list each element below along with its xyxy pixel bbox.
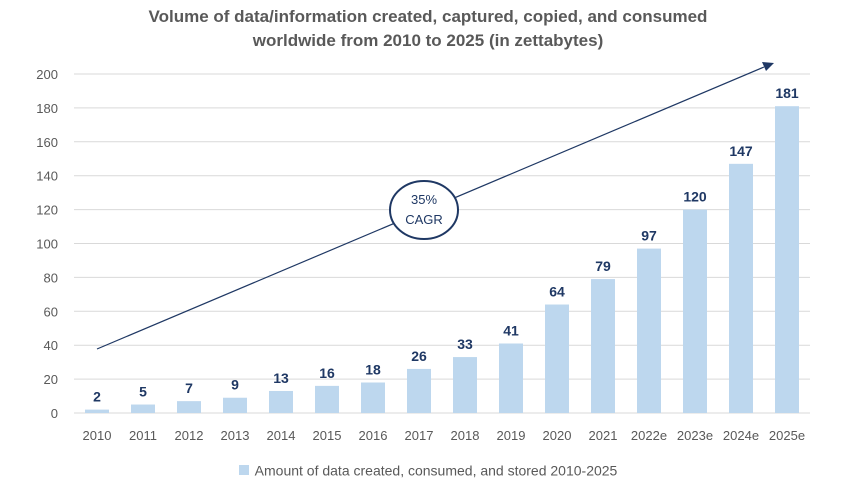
cagr-label-line2: CAGR	[405, 212, 443, 227]
x-tick-label: 2015	[313, 428, 342, 443]
y-tick-label: 20	[44, 372, 58, 387]
y-tick-label: 40	[44, 338, 58, 353]
chart-title-line2: worldwide from 2010 to 2025 (in zettabyt…	[252, 31, 604, 50]
bar	[177, 401, 201, 413]
data-label: 33	[457, 336, 473, 352]
bar	[637, 248, 661, 413]
x-tick-label: 2013	[221, 428, 250, 443]
x-tick-label: 2021	[589, 428, 618, 443]
bar	[269, 390, 293, 413]
data-label: 5	[139, 384, 147, 400]
x-tick-label: 2017	[405, 428, 434, 443]
y-tick-label: 60	[44, 304, 58, 319]
x-tick-label: 2024e	[723, 428, 759, 443]
data-label: 147	[729, 143, 753, 159]
data-label: 2	[93, 389, 101, 405]
bar	[683, 209, 707, 413]
x-tick-label: 2012	[175, 428, 204, 443]
data-label: 18	[365, 361, 381, 377]
data-label: 16	[319, 365, 335, 381]
data-label: 64	[549, 284, 565, 300]
data-label: 13	[273, 370, 289, 386]
x-tick-label: 2016	[359, 428, 388, 443]
x-tick-label: 2025e	[769, 428, 805, 443]
y-tick-label: 100	[36, 237, 58, 252]
legend-swatch	[238, 465, 249, 476]
bar	[591, 279, 615, 413]
cagr-label-line1: 35%	[411, 192, 437, 207]
data-label: 26	[411, 348, 427, 364]
x-tick-label: 2023e	[677, 428, 713, 443]
bar	[729, 163, 753, 413]
x-tick-label: 2019	[497, 428, 526, 443]
bar	[775, 106, 799, 413]
cagr-ellipse	[389, 180, 459, 240]
y-tick-label: 120	[36, 203, 58, 218]
bar	[499, 343, 523, 413]
bar	[361, 382, 385, 413]
bar	[407, 368, 431, 413]
bar	[315, 385, 339, 413]
data-label: 7	[185, 380, 193, 396]
bar	[85, 409, 109, 413]
x-tick-label: 2018	[451, 428, 480, 443]
y-tick-label: 140	[36, 169, 58, 184]
legend: Amount of data created, consumed, and st…	[0, 461, 856, 478]
data-label: 79	[595, 258, 611, 274]
y-tick-label: 80	[44, 270, 58, 285]
legend-label: Amount of data created, consumed, and st…	[254, 462, 618, 479]
growth-arrow-head	[762, 62, 774, 71]
data-label: 120	[683, 189, 707, 205]
x-tick-label: 2014	[267, 428, 296, 443]
bar	[545, 304, 569, 413]
data-label: 181	[775, 85, 799, 101]
y-tick-label: 200	[36, 67, 58, 82]
x-tick-label: 2010	[83, 428, 112, 443]
data-label: 41	[503, 323, 519, 339]
bar	[453, 357, 477, 413]
x-tick-label: 2022e	[631, 428, 667, 443]
data-label: 9	[231, 377, 239, 393]
data-label: 97	[641, 228, 657, 244]
bar	[223, 397, 247, 413]
y-tick-label: 160	[36, 135, 58, 150]
bar	[131, 404, 155, 413]
chart-title-line1: Volume of data/information created, capt…	[148, 7, 708, 26]
x-tick-label: 2011	[129, 428, 157, 443]
y-tick-label: 0	[51, 406, 58, 421]
y-tick-label: 180	[36, 101, 58, 116]
x-tick-label: 2020	[543, 428, 572, 443]
